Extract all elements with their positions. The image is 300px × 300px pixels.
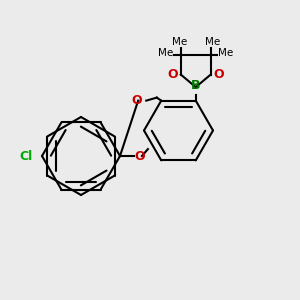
Text: O: O xyxy=(134,149,145,163)
Text: Cl: Cl xyxy=(20,149,33,163)
Text: Me: Me xyxy=(218,48,233,58)
Text: B: B xyxy=(191,79,200,92)
Text: Me: Me xyxy=(158,48,173,58)
Text: Me: Me xyxy=(172,37,187,47)
Text: O: O xyxy=(214,68,224,81)
Text: Me: Me xyxy=(205,37,220,47)
Text: O: O xyxy=(167,68,178,81)
Text: O: O xyxy=(131,94,142,107)
